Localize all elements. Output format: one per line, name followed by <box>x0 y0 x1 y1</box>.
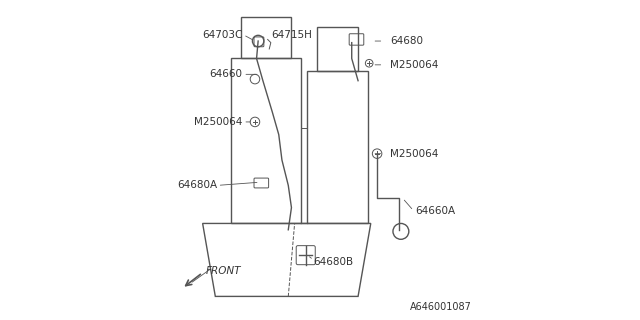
Text: M250064: M250064 <box>390 149 438 159</box>
Text: 64680A: 64680A <box>177 180 217 190</box>
Text: 64660: 64660 <box>209 69 243 79</box>
Text: 64715H: 64715H <box>271 30 312 40</box>
Text: 64680B: 64680B <box>314 257 354 267</box>
Text: 64680: 64680 <box>390 36 423 46</box>
Text: 64703C: 64703C <box>202 30 243 40</box>
Text: M250064: M250064 <box>194 117 243 127</box>
Text: FRONT: FRONT <box>206 266 241 276</box>
Text: M250064: M250064 <box>390 60 438 70</box>
Text: A646001087: A646001087 <box>410 302 472 312</box>
Text: 64660A: 64660A <box>415 206 455 216</box>
